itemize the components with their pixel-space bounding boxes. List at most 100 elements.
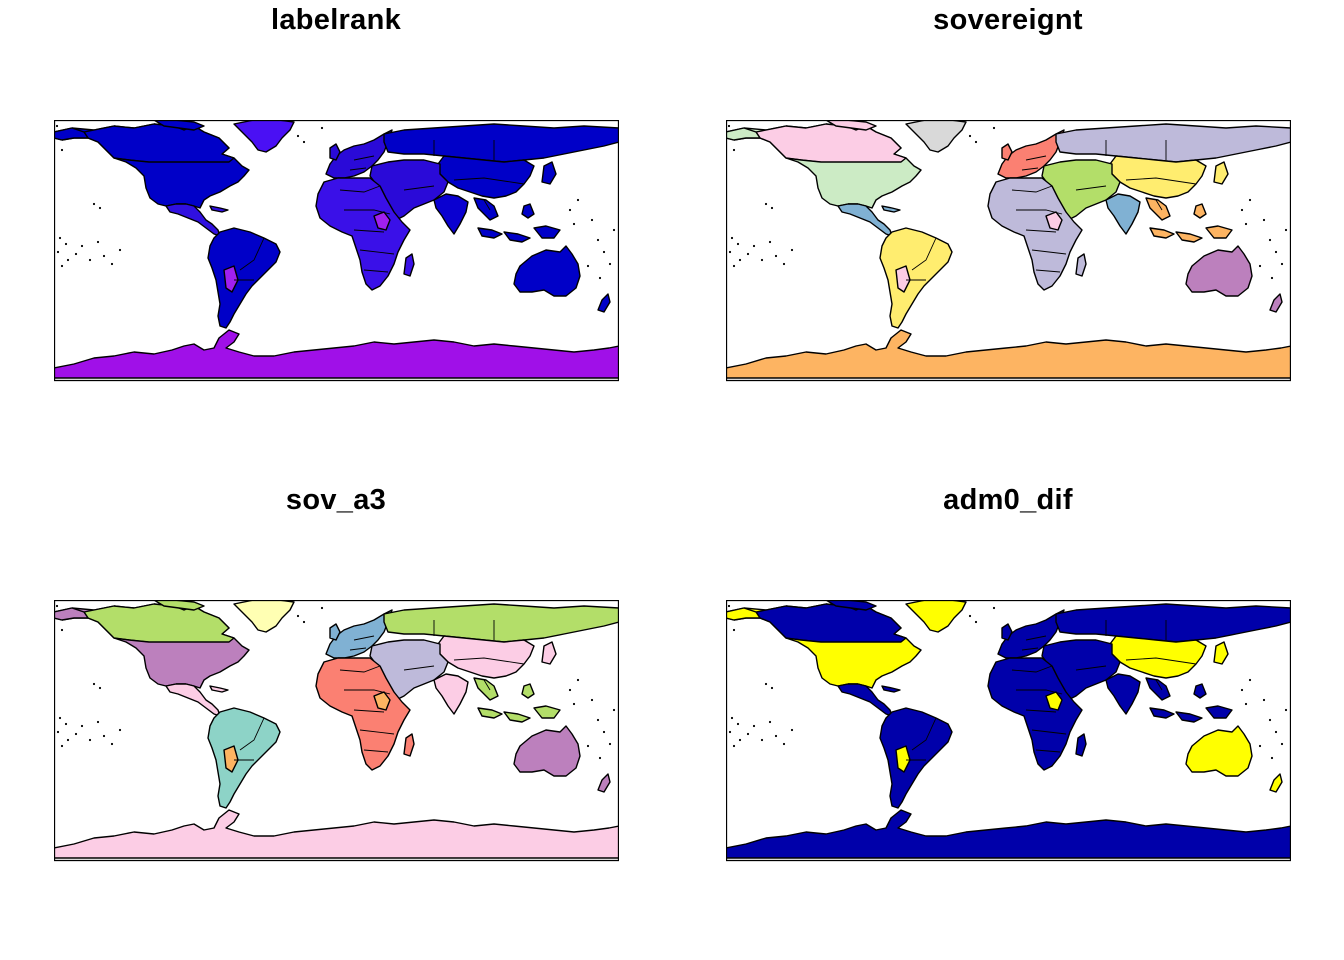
greenland xyxy=(905,600,967,633)
madagascar xyxy=(1075,253,1087,277)
panel-title: adm0_dif xyxy=(943,484,1073,516)
accent-region-2 xyxy=(223,265,239,293)
australia xyxy=(513,725,581,777)
indonesia xyxy=(1149,225,1233,243)
madagascar xyxy=(1075,733,1087,757)
madagascar xyxy=(403,733,415,757)
accent-region xyxy=(373,211,391,231)
panel-title: labelrank xyxy=(270,4,402,36)
british-isles xyxy=(1001,623,1013,641)
madagascar xyxy=(403,253,415,277)
southeast-asia xyxy=(1145,197,1171,221)
alaska xyxy=(726,607,761,621)
south-america xyxy=(879,227,953,329)
africa xyxy=(987,177,1083,291)
world-map xyxy=(54,120,619,382)
southeast-asia xyxy=(473,197,499,221)
canada xyxy=(83,123,235,163)
southeast-asia xyxy=(1145,677,1171,701)
antarctica xyxy=(726,809,1291,859)
map-panel-sov-a3: sov_a3 xyxy=(0,480,672,960)
accent-region-2 xyxy=(223,745,239,773)
south-asia xyxy=(433,673,469,715)
indonesia xyxy=(477,705,561,723)
antarctica xyxy=(54,329,619,379)
country-borders xyxy=(113,140,525,281)
australia xyxy=(513,245,581,297)
caribbean xyxy=(881,685,901,693)
philippines xyxy=(1193,683,1207,699)
world-map xyxy=(726,120,1291,382)
southeast-asia xyxy=(473,677,499,701)
country-borders xyxy=(785,140,1197,281)
russia xyxy=(383,123,619,163)
russia xyxy=(1055,603,1291,643)
philippines xyxy=(521,203,535,219)
antarctica xyxy=(54,809,619,859)
africa xyxy=(315,657,411,771)
east-asia xyxy=(1109,635,1207,679)
accent-region xyxy=(373,691,391,711)
south-america xyxy=(207,227,281,329)
panel-title: sov_a3 xyxy=(285,484,387,516)
australia xyxy=(1185,725,1253,777)
accent-region xyxy=(1045,211,1063,231)
east-asia xyxy=(437,635,535,679)
south-america xyxy=(879,707,953,809)
caribbean xyxy=(881,205,901,213)
world-map xyxy=(54,600,619,862)
country-borders xyxy=(785,620,1197,761)
accent-region-2 xyxy=(895,745,911,773)
accent-region-2 xyxy=(895,265,911,293)
philippines xyxy=(1193,203,1207,219)
africa xyxy=(315,177,411,291)
pacific-islands xyxy=(55,604,616,760)
greenland xyxy=(233,120,295,153)
british-isles xyxy=(1001,143,1013,161)
south-america xyxy=(207,707,281,809)
africa xyxy=(987,657,1083,771)
panel-title: sovereignt xyxy=(933,4,1083,36)
east-asia xyxy=(437,155,535,199)
british-isles xyxy=(329,623,341,641)
caribbean xyxy=(209,205,229,213)
antarctica xyxy=(726,329,1291,379)
accent-region xyxy=(1045,691,1063,711)
new-zealand xyxy=(1269,293,1283,313)
japan xyxy=(1213,161,1229,185)
canada xyxy=(83,603,235,643)
new-zealand xyxy=(597,293,611,313)
new-zealand xyxy=(597,773,611,793)
alaska xyxy=(54,607,89,621)
caribbean xyxy=(209,685,229,693)
russia xyxy=(1055,123,1291,163)
alaska xyxy=(726,127,761,141)
map-panel-sovereignt: sovereignt xyxy=(672,0,1344,480)
country-borders xyxy=(113,620,525,761)
british-isles xyxy=(329,143,341,161)
indonesia xyxy=(477,225,561,243)
new-zealand xyxy=(1269,773,1283,793)
south-asia xyxy=(1105,673,1141,715)
map-frame xyxy=(726,120,1291,382)
russia xyxy=(383,603,619,643)
map-panel-labelrank: labelrank xyxy=(0,0,672,480)
greenland xyxy=(905,120,967,153)
indonesia xyxy=(1149,705,1233,723)
pacific-islands xyxy=(55,124,616,280)
australia xyxy=(1185,245,1253,297)
east-asia xyxy=(1109,155,1207,199)
alaska xyxy=(54,127,89,141)
map-frame xyxy=(726,600,1291,862)
south-asia xyxy=(433,193,469,235)
japan xyxy=(1213,641,1229,665)
japan xyxy=(541,641,557,665)
pacific-islands xyxy=(727,124,1288,280)
greenland xyxy=(233,600,295,633)
map-frame xyxy=(54,600,619,862)
canada xyxy=(755,123,907,163)
map-frame xyxy=(54,120,619,382)
philippines xyxy=(521,683,535,699)
canada xyxy=(755,603,907,643)
south-asia xyxy=(1105,193,1141,235)
